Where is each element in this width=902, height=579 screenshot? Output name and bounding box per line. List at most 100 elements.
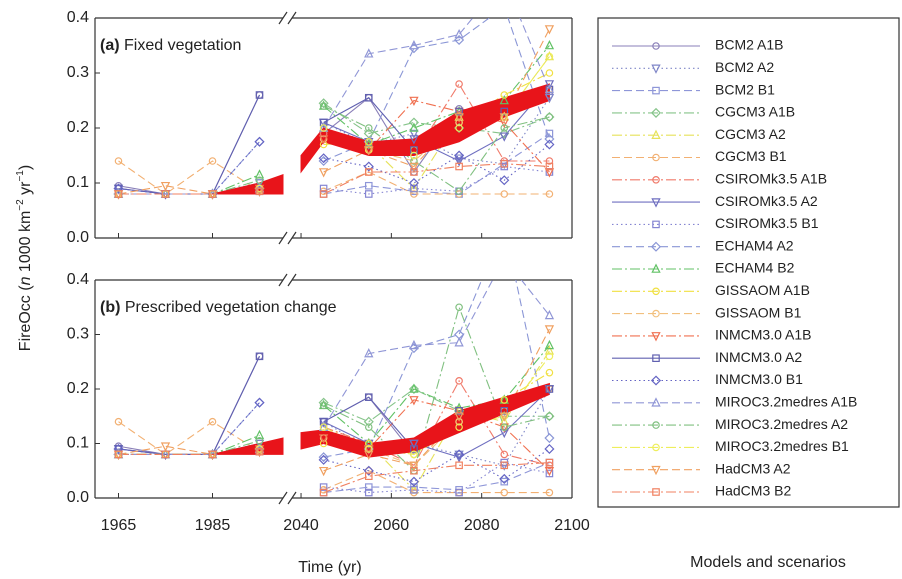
marker [545,129,554,138]
legend-label: BCM2 A2 [715,59,774,75]
marker [255,91,264,99]
marker [500,407,509,415]
marker [652,443,660,452]
marker [208,450,217,459]
legend-label: GISSAOM B1 [715,304,802,320]
legend-label: INMCM3.0 A2 [715,349,802,365]
marker [545,458,554,467]
legend-label: INMCM3.0 A1B [715,327,811,343]
series-line [118,94,260,195]
marker [409,162,419,173]
marker [545,113,554,121]
marker [409,39,419,50]
marker [160,442,171,452]
marker [650,241,662,252]
legend-label: MIROC3.2medres A1B [715,394,857,410]
legend-box [597,17,900,508]
legend-label: BCM2 B1 [715,81,775,97]
marker [364,146,374,156]
series-line [118,160,260,195]
series-line [323,144,550,184]
marker [318,454,329,465]
marker [410,445,418,453]
marker [409,135,419,145]
marker [364,348,374,358]
axis-break [278,11,288,25]
marker [410,168,418,176]
axis-break [287,231,297,245]
marker [319,124,328,132]
axis-break [287,11,297,25]
marker [254,397,265,408]
marker [454,337,464,347]
legend-label: HadCM3 A2 [715,460,791,476]
legend-label: CGCM3 A1B [715,104,795,120]
y-label-part: −2 [15,199,26,211]
legend-label: ECHAM4 B2 [715,260,795,276]
marker [499,128,510,139]
marker [454,113,464,123]
marker [255,352,264,361]
series-line [323,388,550,423]
marker [319,102,328,110]
marker [410,146,418,154]
x-tick-label: 1965 [101,517,137,534]
ensemble-band [212,174,284,195]
legend-label: MIROC3.2medres B1 [715,438,849,454]
marker [650,375,662,386]
y-tick-label: 0.1 [67,174,89,191]
marker [364,181,373,190]
axis-break [278,231,288,245]
marker [319,483,328,491]
y-label-part: ) [17,165,34,170]
marker [454,412,464,422]
marker [454,150,465,161]
marker [652,42,660,50]
marker [545,488,554,497]
marker [408,177,419,189]
marker [499,94,509,105]
marker [544,93,555,104]
marker [318,98,329,109]
marker [651,263,661,273]
panel-label: (b) [100,299,120,316]
marker [410,157,418,165]
marker [319,118,328,127]
panel-label: (a) [100,37,120,54]
marker [652,220,660,229]
marker [454,34,465,46]
marker [545,352,554,361]
marker [455,461,463,470]
marker [455,423,463,431]
marker [454,157,464,167]
marker [318,168,329,178]
axis-break [287,273,297,287]
marker [114,445,123,453]
marker [318,452,329,463]
series-line [323,305,550,472]
marker [363,416,374,427]
marker [652,153,660,162]
marker [500,159,509,168]
marker [160,181,171,192]
x-tick-label: 2100 [554,517,590,534]
marker [255,176,264,185]
marker [364,190,373,198]
ensemble-band [212,437,284,455]
marker [318,135,329,145]
legend-label: HadCM3 B2 [715,483,791,499]
marker [363,161,374,172]
marker [255,447,264,456]
marker [114,184,123,193]
legend-label: CSIROMk3.5 B1 [715,215,819,231]
marker [408,476,419,487]
axis-break [278,491,288,505]
panel-title-text: Prescribed vegetation change [120,299,336,316]
y-tick-label: 0.3 [67,326,89,343]
marker [364,450,374,460]
y-axis-label: FireOcc (n 1000 km−2 yr−1) [15,165,35,351]
y-tick-label: 0.0 [67,489,89,506]
marker [454,28,464,39]
marker [652,287,660,296]
